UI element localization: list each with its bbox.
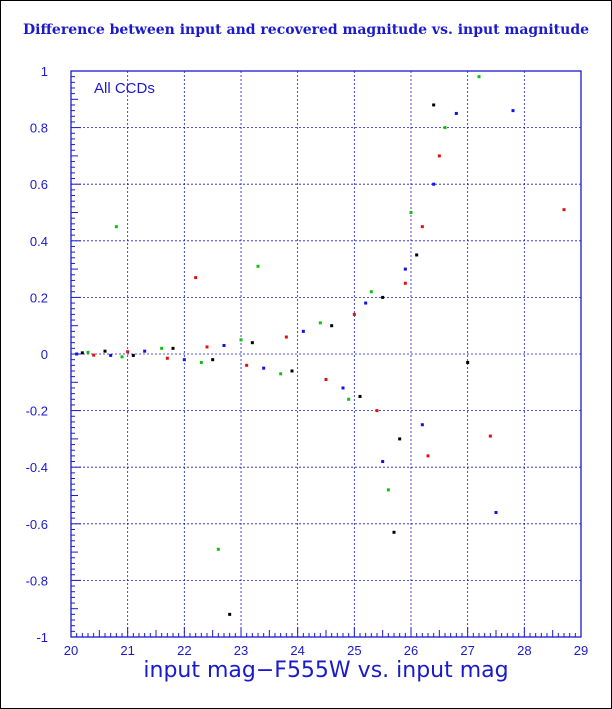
scatter-point (432, 103, 436, 107)
scatter-point (420, 225, 424, 229)
scatter-point (381, 460, 385, 464)
scatter-point (262, 366, 266, 370)
scatter-point (341, 386, 345, 390)
x-tick-label: 27 (460, 643, 474, 658)
y-tick-label: 1 (41, 64, 48, 79)
grid-lines (71, 71, 581, 637)
scatter-point (454, 111, 458, 115)
y-tick-label: 0.8 (30, 121, 48, 136)
scatter-point (222, 344, 226, 348)
scatter-point (284, 335, 288, 339)
scatter-point (239, 338, 243, 342)
scatter-point (324, 377, 328, 381)
x-tick-label: 22 (177, 643, 191, 658)
scatter-point (182, 358, 186, 362)
scatter-point (358, 394, 362, 398)
scatter-point (194, 276, 198, 280)
y-tick-labels: -1 -0.8 -0.6 -0.4 -0.2 0 0.2 0.4 0.6 0.8 1 (26, 64, 48, 645)
y-tick-label: 0.2 (30, 290, 48, 305)
scatter-point (403, 281, 407, 285)
scatter-point (211, 358, 215, 362)
scatter-point (245, 363, 249, 367)
scatter-point (103, 349, 107, 353)
scatter-point (432, 182, 436, 186)
y-tick-label: -0.2 (26, 404, 48, 419)
scatter-point (403, 267, 407, 271)
scatter-point (375, 409, 379, 413)
scatter-point (364, 301, 368, 305)
scatter-point (290, 369, 294, 373)
all-ccds-annotation: All CCDs (94, 80, 155, 97)
scatter-point (143, 349, 147, 353)
scatter-point (511, 109, 515, 113)
scatter-point (426, 454, 430, 458)
scatter-point (347, 397, 351, 401)
scatter-point (228, 612, 232, 616)
scatter-point (92, 353, 96, 357)
scatter-point (381, 295, 385, 299)
scatter-point (409, 211, 413, 214)
y-tick-label: 0 (41, 347, 48, 362)
scatter-point (369, 290, 373, 294)
scatter-point (477, 75, 481, 79)
scatter-point (420, 423, 424, 427)
scatter-point (80, 351, 84, 355)
scatter-point (171, 346, 175, 350)
scatter-point (318, 321, 322, 325)
chart-title: Difference between input and recovered m… (22, 22, 590, 38)
scatter-point (398, 437, 402, 441)
scatter-point (120, 355, 124, 359)
scatter-point (250, 341, 254, 345)
x-tick-labels: 20 21 22 23 24 25 26 27 28 29 (64, 643, 588, 658)
scatter-point (392, 530, 396, 534)
scatter-point (330, 324, 334, 328)
x-axis-label: input mag−F555W vs. input mag (143, 658, 508, 683)
y-tick-label: 0.6 (30, 177, 48, 192)
scatter-point (494, 510, 498, 514)
scatter-point (256, 264, 260, 268)
y-tick-label: -0.6 (26, 517, 48, 532)
y-tick-label: -1 (36, 630, 48, 645)
axis-ticks (70, 70, 582, 638)
y-tick-label: -0.8 (26, 573, 48, 588)
x-tick-label: 29 (574, 643, 588, 658)
scatter-point (437, 154, 441, 158)
scatter-point (165, 356, 169, 360)
scatter-point (216, 547, 220, 551)
x-tick-label: 20 (64, 643, 78, 658)
scatter-point (205, 345, 209, 349)
scatter-point (131, 353, 135, 357)
scatter-point (279, 372, 283, 376)
scatter-point (126, 350, 130, 354)
x-tick-label: 23 (234, 643, 248, 658)
x-tick-label: 28 (517, 643, 531, 658)
data-points (75, 75, 566, 616)
scatter-point (443, 126, 447, 130)
x-tick-label: 24 (290, 643, 304, 658)
scatter-point (301, 329, 305, 333)
scatter-point (86, 350, 90, 354)
scatter-point (109, 353, 113, 357)
scatter-point (352, 312, 356, 316)
scatter-point (160, 346, 164, 350)
scatter-point (466, 360, 470, 364)
scatter-point (562, 208, 566, 212)
y-tick-label: 0.4 (30, 234, 48, 249)
scatter-point (199, 360, 203, 364)
x-tick-label: 21 (120, 643, 134, 658)
scatter-point (386, 488, 390, 492)
y-tick-label: -0.4 (26, 460, 48, 475)
scatter-point (114, 225, 118, 229)
x-tick-label: 26 (404, 643, 418, 658)
scatter-point (415, 253, 419, 257)
x-tick-label: 25 (347, 643, 361, 658)
scatter-point (488, 434, 492, 438)
